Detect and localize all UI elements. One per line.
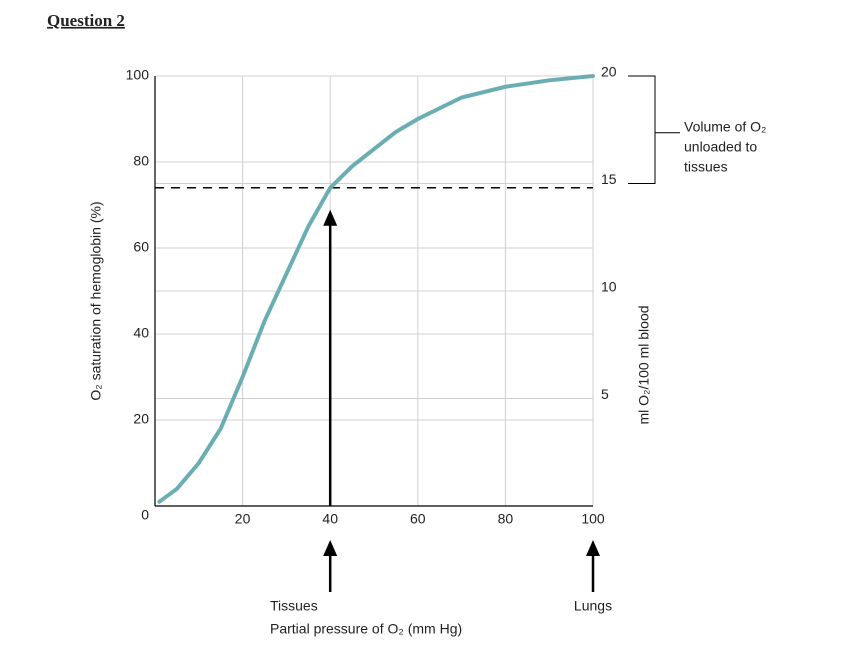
bracket-label: tissues [684, 159, 728, 175]
x-axis-label: Partial pressure of O₂ (mm Hg) [270, 621, 462, 637]
y-tick-label: 100 [126, 67, 150, 83]
y-tick-label: 80 [133, 153, 149, 169]
y2-tick-label: 15 [601, 171, 617, 187]
marker-arrow-head [323, 540, 338, 556]
y-tick-label: 0 [141, 507, 149, 523]
x-tick-label: 60 [410, 511, 426, 527]
y-axis-label: O₂ saturation of hemoglobin (%) [88, 201, 104, 400]
y-tick-label: 60 [133, 239, 149, 255]
marker-label: Lungs [574, 598, 612, 614]
tissue-arrow-head [323, 209, 338, 226]
question-title: Question 2 [47, 11, 125, 30]
x-tick-label: 40 [322, 511, 338, 527]
curve [157, 74, 595, 504]
y-tick-label: 40 [133, 325, 149, 341]
marker-arrow-head [586, 540, 600, 556]
x-tick-label: 20 [235, 511, 251, 527]
y-tick-label: 20 [133, 411, 149, 427]
marker-label: Tissues [270, 598, 318, 614]
bracket [628, 75, 680, 184]
bracket-label: unloaded to [684, 139, 757, 155]
x-tick-label: 80 [498, 511, 514, 527]
y2-tick-label: 10 [601, 279, 617, 295]
y2-axis-label: ml O₂/100 ml blood [636, 305, 652, 424]
y2-tick-label: 5 [601, 386, 609, 402]
x-tick-label: 100 [581, 511, 605, 527]
bracket-label: Volume of O₂ [684, 119, 766, 135]
y2-tick-label: 20 [601, 64, 617, 80]
